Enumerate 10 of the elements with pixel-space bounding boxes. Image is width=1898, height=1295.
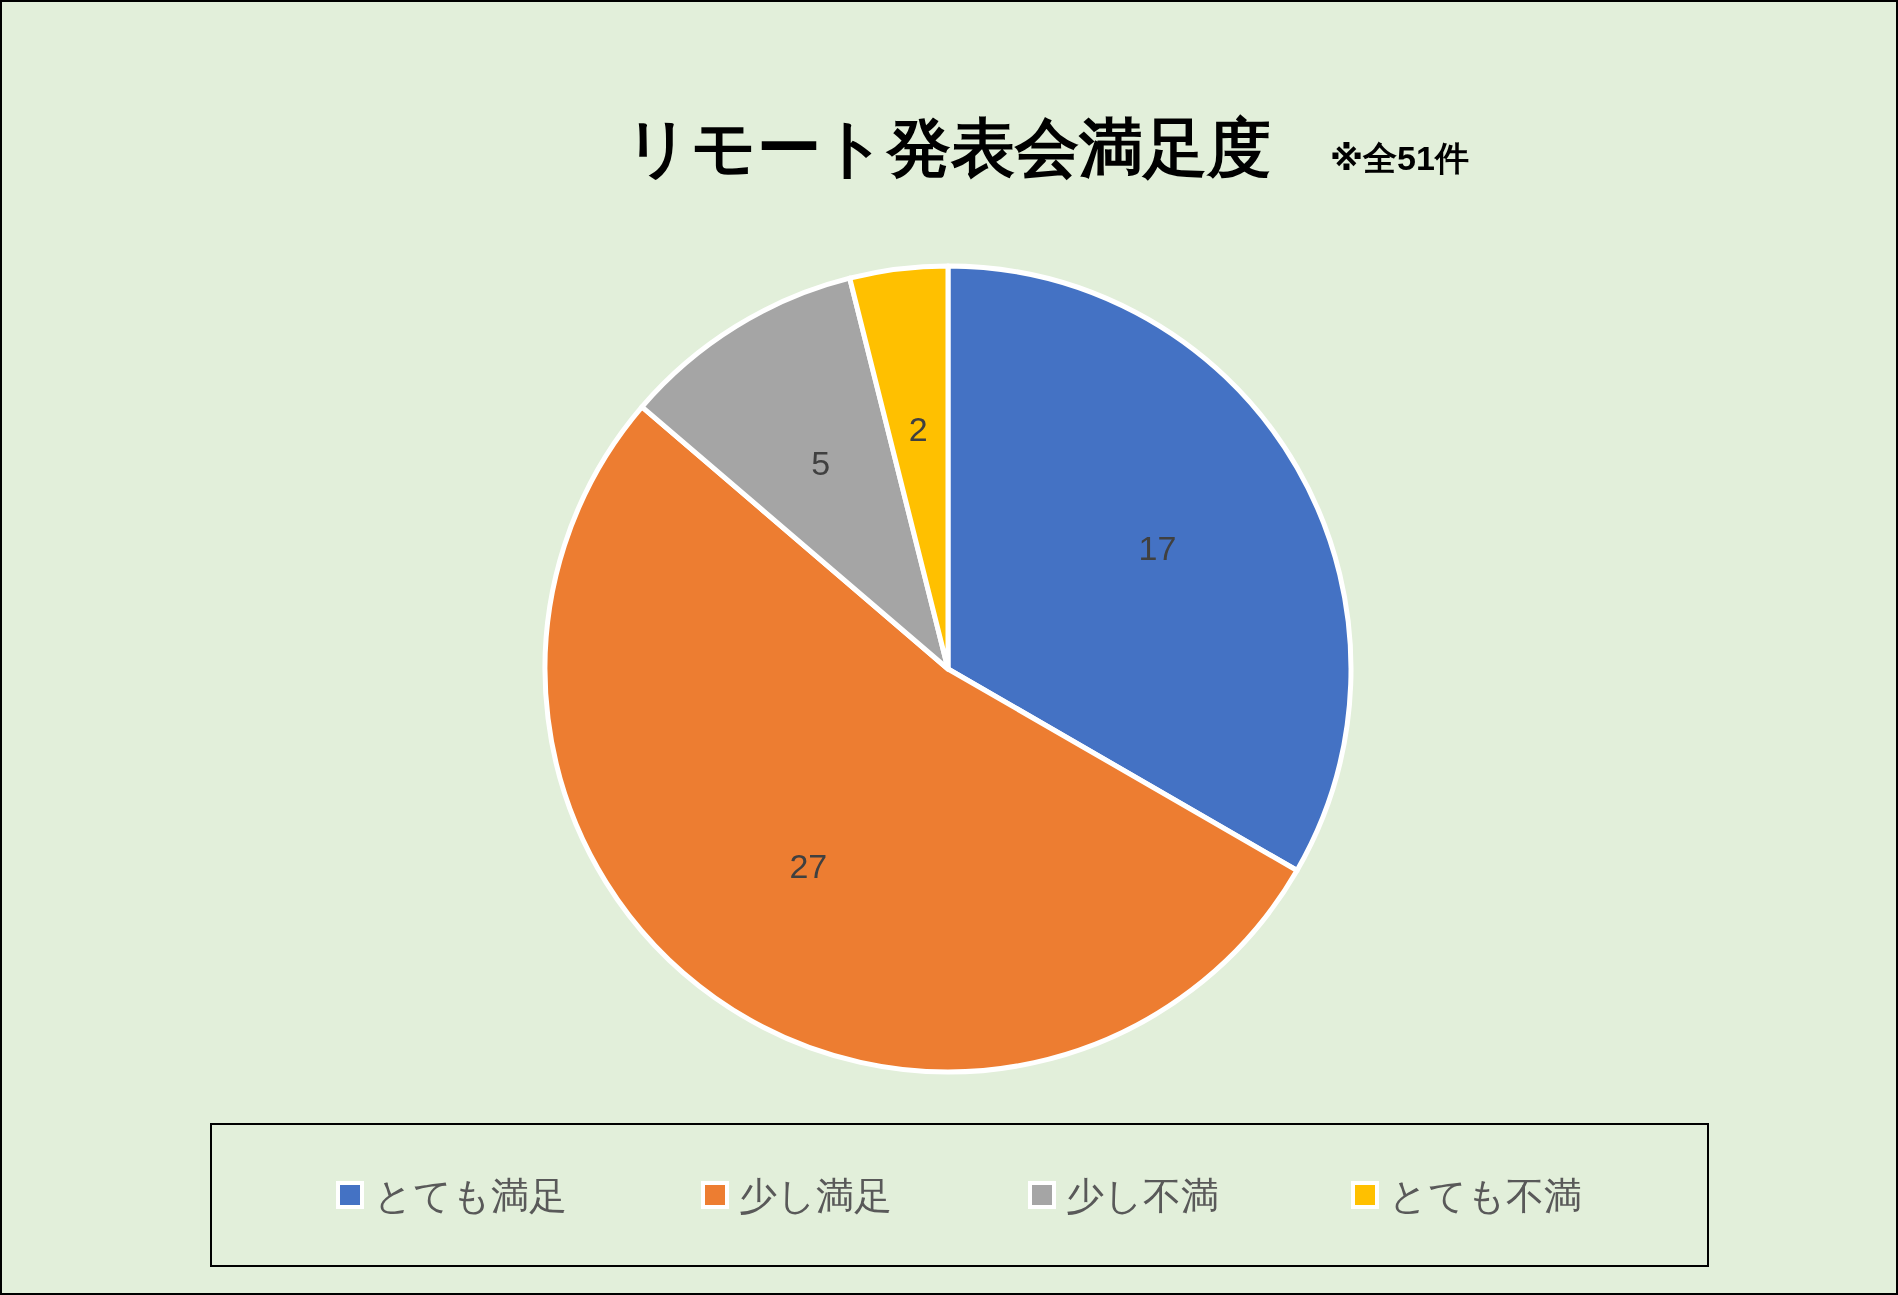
data-label: 27: [789, 847, 828, 886]
data-label: 5: [811, 444, 831, 483]
chart-title: リモート発表会満足度: [625, 112, 1271, 184]
legend-label: 少し不満: [1066, 1175, 1219, 1217]
data-label: 2: [908, 410, 928, 449]
legend-label: とても満足: [374, 1175, 567, 1217]
legend-label: とても不満: [1389, 1175, 1582, 1217]
chart-subtitle: ※全51件: [1330, 139, 1469, 177]
legend-label: 少し満足: [739, 1175, 892, 1217]
data-label: 17: [1138, 529, 1177, 568]
